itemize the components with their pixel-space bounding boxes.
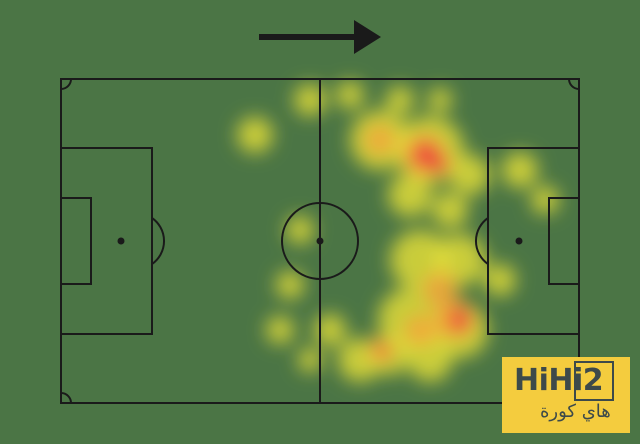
heat-blob: [286, 216, 314, 244]
watermark-logo: HiHi2 هاي كورة: [502, 357, 630, 433]
heat-blob: [386, 86, 414, 114]
heat-blob: [430, 155, 450, 175]
heat-blob: [336, 81, 364, 109]
heat-blob: [422, 272, 458, 308]
right-goal-area: [548, 197, 580, 285]
heat-blob: [364, 124, 396, 156]
left-penalty-spot: [117, 237, 125, 245]
heat-blob: [531, 186, 559, 214]
heat-blob: [378, 345, 392, 359]
heat-blob: [266, 316, 294, 344]
heat-blob: [502, 152, 538, 188]
center-spot: [316, 237, 324, 245]
heat-blob: [294, 84, 326, 116]
left-penalty-arc: [151, 217, 165, 265]
heat-blob: [276, 271, 304, 299]
left-goal-area: [60, 197, 92, 285]
heat-blob: [408, 338, 452, 382]
heat-blob: [404, 314, 436, 346]
corner-arcs: [60, 78, 580, 404]
arrow-right-icon: [259, 20, 381, 54]
heat-blob: [450, 155, 490, 195]
logo-brand-text: HiHi2: [514, 363, 604, 398]
heat-blob: [314, 314, 346, 346]
heat-blob: [388, 173, 432, 217]
logo-arabic-text: هاي كورة: [540, 401, 611, 422]
right-penalty-spot: [515, 237, 523, 245]
heat-blob: [432, 192, 468, 228]
heat-layer: [237, 81, 559, 382]
heat-blob: [484, 264, 516, 296]
logo-frame: [574, 361, 614, 401]
heat-blob: [434, 234, 486, 286]
center-circle: [281, 202, 359, 280]
heat-blob: [448, 308, 472, 332]
heat-blob: [298, 348, 322, 372]
heat-blob: [428, 88, 452, 112]
right-penalty-arc: [475, 217, 489, 265]
heat-blob: [237, 117, 273, 153]
